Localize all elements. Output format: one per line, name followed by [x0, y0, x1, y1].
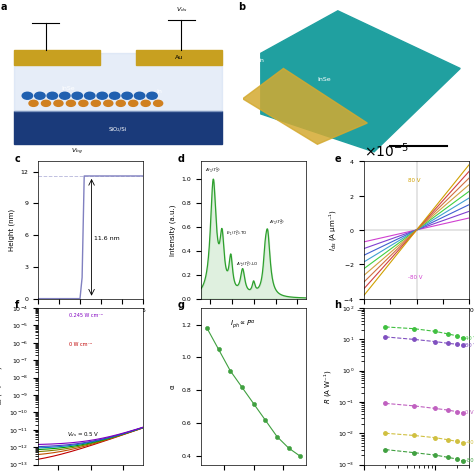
Circle shape	[41, 100, 51, 106]
Circle shape	[104, 100, 113, 106]
Y-axis label: α: α	[170, 384, 176, 389]
Text: f: f	[15, 301, 19, 310]
X-axis label: $V_{ds}$ (V): $V_{ds}$ (V)	[404, 319, 429, 329]
Circle shape	[116, 100, 125, 106]
Text: $V_{bg}$: $V_{bg}$	[72, 147, 83, 157]
Text: a: a	[0, 2, 7, 12]
Circle shape	[72, 92, 82, 99]
Bar	[136, 50, 222, 65]
Circle shape	[128, 100, 138, 106]
X-axis label: Distance (μm): Distance (μm)	[66, 319, 115, 325]
X-axis label: Raman shift (cm⁻¹): Raman shift (cm⁻¹)	[220, 319, 287, 327]
Circle shape	[109, 92, 120, 99]
Text: Au: Au	[406, 19, 414, 24]
Circle shape	[22, 92, 33, 99]
Bar	[14, 111, 222, 144]
Text: 11.6 nm: 11.6 nm	[94, 237, 119, 241]
Text: c: c	[15, 154, 20, 164]
Text: b: b	[238, 2, 245, 12]
Text: -40 V: -40 V	[465, 440, 474, 445]
Text: 0.245 W cm⁻²: 0.245 W cm⁻²	[70, 313, 103, 319]
Circle shape	[66, 100, 75, 106]
Y-axis label: $I_{ds}$ (A μm⁻¹): $I_{ds}$ (A μm⁻¹)	[0, 365, 4, 407]
Text: 0 V: 0 V	[465, 410, 474, 415]
Text: d: d	[178, 154, 185, 164]
Text: $V_{ds}$ = 0.5 V: $V_{ds}$ = 0.5 V	[67, 430, 100, 439]
Text: 80 V: 80 V	[465, 343, 474, 348]
Y-axis label: $I_{ds}$ (A μm⁻¹): $I_{ds}$ (A μm⁻¹)	[327, 209, 338, 251]
Text: InSe: InSe	[61, 86, 75, 91]
Circle shape	[91, 100, 100, 106]
Text: 40 V: 40 V	[465, 336, 474, 341]
Y-axis label: $R$ (A W⁻¹): $R$ (A W⁻¹)	[322, 369, 333, 403]
Text: -80 V: -80 V	[408, 275, 423, 281]
Text: 80 V: 80 V	[408, 178, 421, 183]
Text: $A'_1(\Gamma^1_1)$: $A'_1(\Gamma^1_1)$	[205, 165, 221, 176]
Text: g: g	[178, 301, 185, 310]
Y-axis label: Intensity (a.u.): Intensity (a.u.)	[169, 204, 176, 255]
Circle shape	[154, 100, 163, 106]
Text: $I_{ph} \propto P^{\alpha}$: $I_{ph} \propto P^{\alpha}$	[230, 319, 256, 331]
Circle shape	[134, 92, 145, 99]
Text: In: In	[156, 89, 162, 94]
Circle shape	[35, 92, 45, 99]
Text: Au: Au	[175, 55, 183, 60]
Circle shape	[60, 92, 70, 99]
Text: h: h	[335, 301, 342, 310]
Text: $A'_1(\Gamma^3_1)$: $A'_1(\Gamma^3_1)$	[269, 218, 285, 228]
Text: 0 W cm⁻²: 0 W cm⁻²	[70, 342, 92, 346]
Circle shape	[141, 100, 150, 106]
Bar	[14, 53, 222, 111]
Circle shape	[97, 92, 108, 99]
Polygon shape	[243, 68, 367, 144]
Y-axis label: Height (nm): Height (nm)	[8, 209, 15, 251]
Text: InSe: InSe	[318, 77, 331, 82]
Bar	[14, 50, 100, 65]
Circle shape	[122, 92, 132, 99]
Circle shape	[84, 92, 95, 99]
Text: $E'_1(\Gamma^3_1)$-TO: $E'_1(\Gamma^3_1)$-TO	[227, 228, 248, 239]
Text: -80 V: -80 V	[465, 458, 474, 464]
Text: $V_{ds}$: $V_{ds}$	[176, 5, 187, 14]
Text: In: In	[258, 58, 264, 64]
Circle shape	[147, 92, 157, 99]
Text: $A''_2(\Gamma^3_1)$-LO: $A''_2(\Gamma^3_1)$-LO	[236, 260, 259, 270]
Text: e: e	[335, 154, 341, 164]
Circle shape	[79, 100, 88, 106]
Circle shape	[29, 100, 38, 106]
Circle shape	[54, 100, 63, 106]
Circle shape	[47, 92, 57, 99]
Polygon shape	[261, 11, 460, 152]
Text: SiO₂/Si: SiO₂/Si	[109, 127, 127, 132]
